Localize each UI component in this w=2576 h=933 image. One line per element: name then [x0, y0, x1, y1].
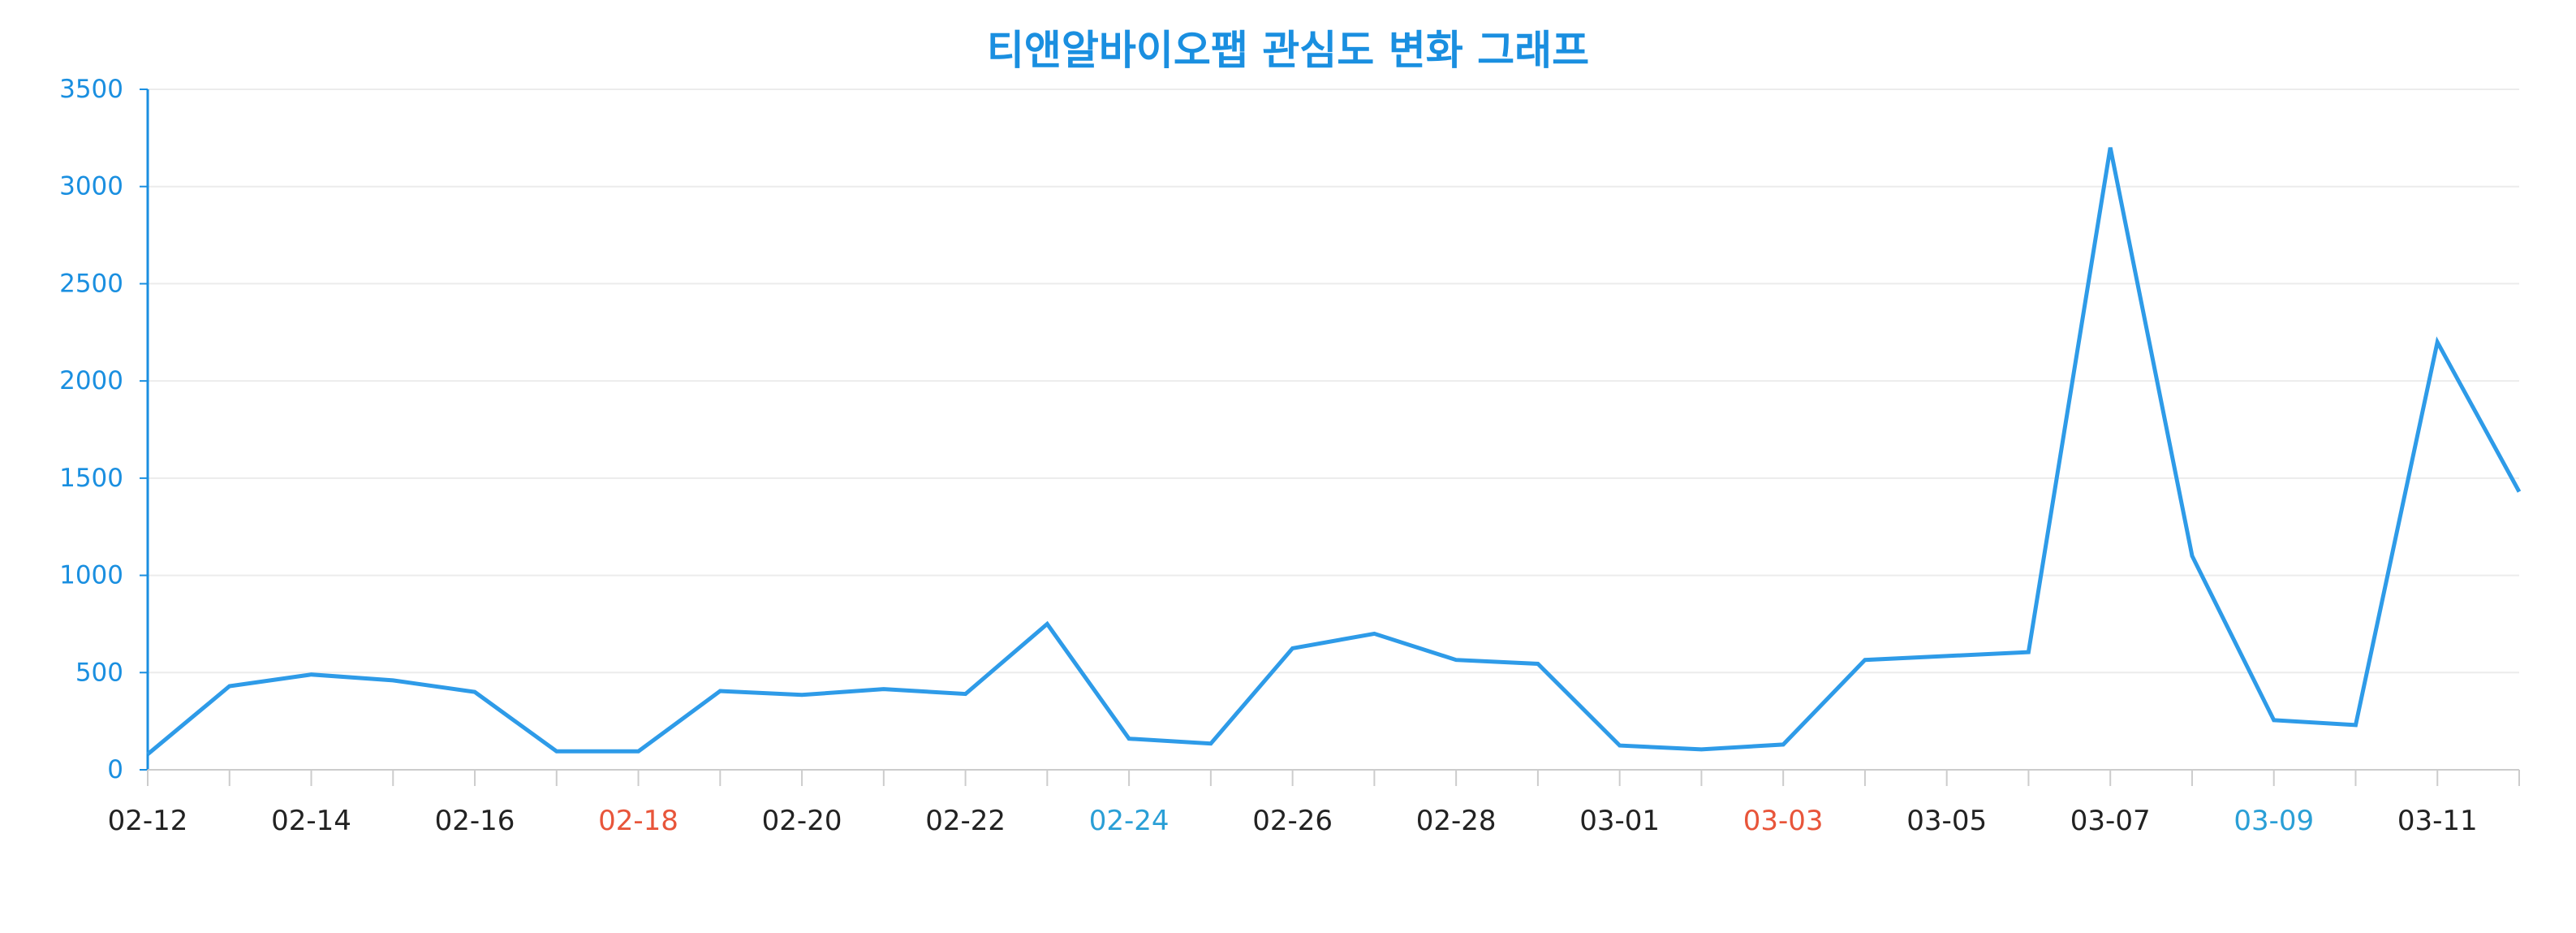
x-tick-label: 03-09: [2234, 805, 2314, 837]
x-tick-label: 03-03: [1743, 805, 1824, 837]
x-tick-label: 02-14: [271, 805, 351, 837]
y-tick-label: 1000: [59, 561, 123, 590]
x-tick-label: 02-16: [435, 805, 515, 837]
y-tick-label: 500: [75, 658, 123, 687]
y-axis-ticks: 0 500 1000 1500 2000 2500 3000 3500: [59, 75, 148, 784]
y-tick-label: 0: [107, 755, 123, 784]
x-tick-label: 02-22: [925, 805, 1006, 837]
y-tick-label: 3500: [59, 75, 123, 104]
x-axis-ticks: 02-12 02-14 02-16 02-18 02-20 02-22 02-24 02-26…: [108, 770, 2520, 837]
x-tick-label: 03-01: [1579, 805, 1660, 837]
y-tick-label: 2500: [59, 269, 123, 298]
x-tick-label: 02-28: [1416, 805, 1497, 837]
x-tick-label: 02-18: [598, 805, 678, 837]
x-tick-label: 02-24: [1089, 805, 1170, 837]
chart-title: 티앤알바이오팹 관심도 변화 그래프: [986, 27, 1590, 74]
series-line: [146, 147, 2522, 756]
axes: [146, 89, 2519, 771]
x-tick-label: 03-05: [1906, 805, 1987, 837]
x-tick-label: 02-26: [1252, 805, 1333, 837]
x-tick-label: 02-20: [762, 805, 842, 837]
y-tick-label: 2000: [59, 366, 123, 395]
x-tick-label: 03-11: [2397, 805, 2478, 837]
y-tick-label: 3000: [59, 172, 123, 201]
x-tick-label: 02-12: [108, 805, 188, 837]
x-tick-label: 03-07: [2070, 805, 2151, 837]
y-tick-label: 1500: [59, 464, 123, 493]
grid-lines: [148, 89, 2519, 674]
series-layer: [146, 147, 2522, 756]
